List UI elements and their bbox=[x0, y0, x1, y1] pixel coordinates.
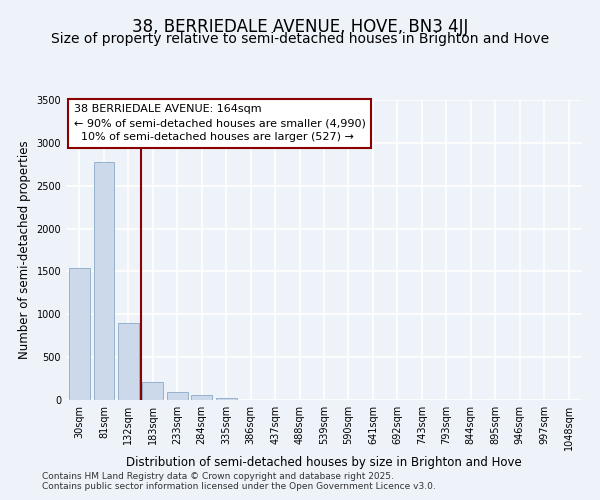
Text: Contains HM Land Registry data © Crown copyright and database right 2025.: Contains HM Land Registry data © Crown c… bbox=[42, 472, 394, 481]
Bar bbox=[94, 162, 114, 400]
Text: Size of property relative to semi-detached houses in Brighton and Hove: Size of property relative to semi-detach… bbox=[51, 32, 549, 46]
Y-axis label: Number of semi-detached properties: Number of semi-detached properties bbox=[18, 140, 31, 360]
Bar bbox=[191, 396, 212, 400]
Bar bbox=[69, 268, 90, 400]
Bar bbox=[167, 392, 188, 400]
Bar bbox=[118, 323, 139, 400]
Bar bbox=[142, 382, 163, 400]
Text: 38 BERRIEDALE AVENUE: 164sqm
← 90% of semi-detached houses are smaller (4,990)
 : 38 BERRIEDALE AVENUE: 164sqm ← 90% of se… bbox=[74, 104, 365, 142]
Text: Contains public sector information licensed under the Open Government Licence v3: Contains public sector information licen… bbox=[42, 482, 436, 491]
Bar bbox=[216, 398, 236, 400]
X-axis label: Distribution of semi-detached houses by size in Brighton and Hove: Distribution of semi-detached houses by … bbox=[126, 456, 522, 468]
Text: 38, BERRIEDALE AVENUE, HOVE, BN3 4JJ: 38, BERRIEDALE AVENUE, HOVE, BN3 4JJ bbox=[132, 18, 468, 36]
